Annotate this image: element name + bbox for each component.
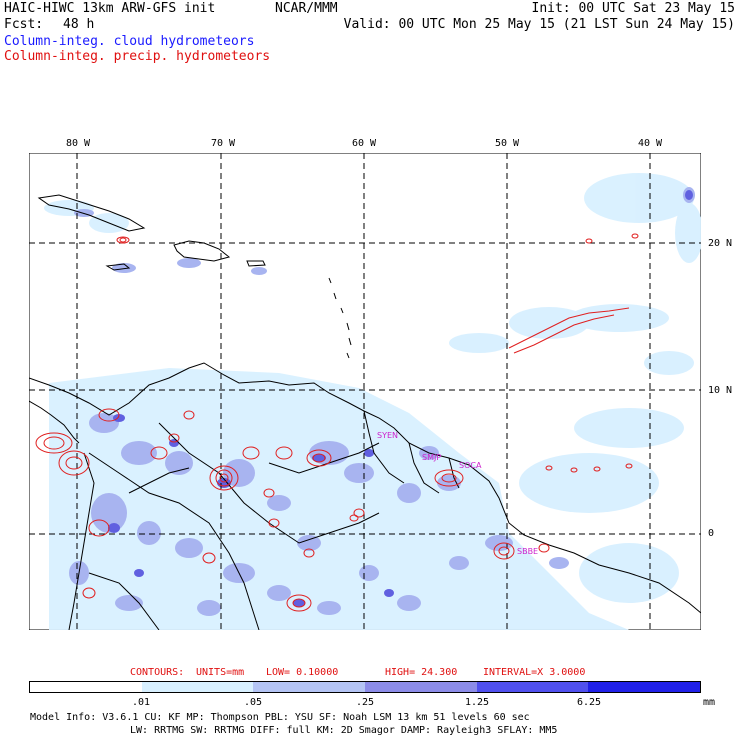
- forecast-map: SYEN SMJP SOCA SBBE: [29, 153, 701, 630]
- lon-label-50w: 50 W: [495, 138, 520, 149]
- precip-field-label: Column-integ. precip. hydrometeors: [4, 49, 271, 64]
- lon-label-60w: 60 W: [352, 138, 377, 149]
- colorbar-units: mm: [703, 697, 716, 708]
- colorbar-swatch-3: [365, 682, 477, 692]
- model-info-line2: LW: RRTMG SW: RRTMG DIFF: full KM: 2D Sm…: [130, 725, 558, 736]
- station-sbbe: SBBE: [517, 547, 538, 556]
- cloud-shading-light: [44, 173, 701, 630]
- colorbar-swatch-0: [30, 682, 142, 692]
- station-labels: SYEN SMJP SOCA SBBE: [377, 431, 538, 556]
- colorbar-swatch-1: [141, 682, 254, 692]
- colorbar-label-125: 1.25: [464, 697, 490, 708]
- contours-units: UNITS=mm: [196, 667, 245, 678]
- lon-label-70w: 70 W: [211, 138, 236, 149]
- model-title: HAIC-HIWC 13km ARW-GFS init: [4, 1, 216, 16]
- station-syen: SYEN: [377, 431, 398, 440]
- colorbar: [29, 681, 701, 693]
- lat-label-0: 0: [708, 528, 715, 539]
- colorbar-swatch-4: [476, 682, 589, 692]
- model-info-line1: Model Info: V3.6.1 CU: KF MP: Thompson P…: [30, 712, 530, 723]
- contours-label: CONTOURS:: [130, 667, 185, 678]
- lat-label-20n: 20 N: [708, 238, 733, 249]
- organization-label: NCAR/MMM: [275, 1, 338, 16]
- colorbar-label-005: .05: [243, 697, 263, 708]
- colorbar-label-025: .25: [355, 697, 375, 708]
- forecast-label: Fcst:: [4, 17, 44, 32]
- forecast-hour: 48 h: [63, 17, 95, 32]
- station-smjp: SMJP: [422, 453, 441, 462]
- contours-high: HIGH= 24.300: [385, 667, 458, 678]
- lon-label-80w: 80 W: [66, 138, 91, 149]
- colorbar-swatch-2: [253, 682, 366, 692]
- contours-interval: INTERVAL=X 3.0000: [483, 667, 586, 678]
- valid-time: Valid: 00 UTC Mon 25 May 15 (21 LST Sun …: [343, 17, 735, 32]
- init-time: Init: 00 UTC Sat 23 May 15: [531, 1, 736, 16]
- colorbar-swatch-5: [588, 682, 701, 692]
- precip-contours: [35, 233, 639, 612]
- colorbar-label-625: 6.25: [576, 697, 602, 708]
- contours-low: LOW= 0.10000: [266, 667, 339, 678]
- colorbar-label-001: .01: [131, 697, 151, 708]
- station-soca: SOCA: [459, 461, 482, 470]
- cloud-field-label: Column-integ. cloud hydrometeors: [4, 34, 255, 49]
- lon-label-40w: 40 W: [638, 138, 663, 149]
- lat-label-10n: 10 N: [708, 385, 733, 396]
